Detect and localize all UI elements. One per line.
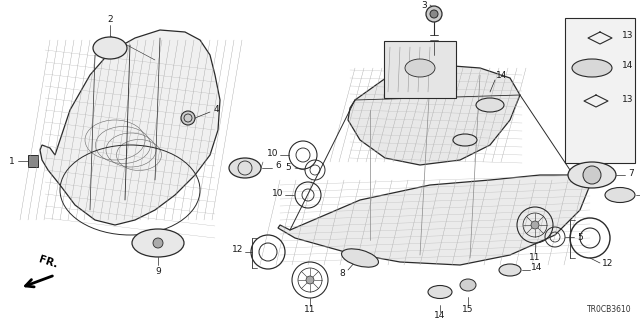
Ellipse shape — [499, 264, 521, 276]
Text: 5: 5 — [285, 163, 291, 172]
Ellipse shape — [460, 279, 476, 291]
Text: 12: 12 — [602, 259, 614, 268]
Text: 4: 4 — [213, 106, 219, 115]
Text: 6: 6 — [275, 161, 281, 170]
Text: 15: 15 — [462, 306, 474, 315]
Text: 14: 14 — [496, 70, 508, 79]
Text: 5: 5 — [577, 233, 583, 242]
Circle shape — [430, 10, 438, 18]
Bar — [565, 18, 635, 163]
Ellipse shape — [132, 229, 184, 257]
Polygon shape — [348, 65, 520, 165]
Ellipse shape — [572, 59, 612, 77]
Text: 9: 9 — [155, 267, 161, 276]
Text: 11: 11 — [304, 306, 316, 315]
Ellipse shape — [428, 285, 452, 299]
Text: 14: 14 — [622, 61, 634, 70]
Text: 8: 8 — [339, 269, 345, 278]
Polygon shape — [40, 30, 220, 225]
Circle shape — [583, 166, 601, 184]
Ellipse shape — [229, 158, 261, 178]
Text: 1: 1 — [9, 156, 15, 165]
Ellipse shape — [405, 59, 435, 77]
Text: 13: 13 — [622, 94, 634, 103]
Ellipse shape — [453, 134, 477, 146]
Text: TR0CB3610: TR0CB3610 — [588, 305, 632, 314]
Ellipse shape — [93, 37, 127, 59]
FancyBboxPatch shape — [384, 41, 456, 98]
Bar — [28, 155, 38, 167]
Circle shape — [306, 276, 314, 284]
Ellipse shape — [476, 98, 504, 112]
Text: 10: 10 — [268, 148, 279, 157]
Ellipse shape — [605, 188, 635, 203]
Circle shape — [181, 111, 195, 125]
Text: 3: 3 — [421, 1, 427, 10]
Text: 10: 10 — [272, 188, 284, 197]
Circle shape — [426, 6, 442, 22]
Ellipse shape — [342, 249, 378, 267]
Text: 7: 7 — [628, 169, 634, 178]
Polygon shape — [278, 175, 590, 265]
Text: 11: 11 — [529, 252, 541, 261]
Circle shape — [531, 221, 539, 229]
Text: 12: 12 — [232, 245, 244, 254]
Text: 13: 13 — [622, 31, 634, 41]
Text: 2: 2 — [107, 15, 113, 25]
Text: 14: 14 — [531, 263, 543, 273]
Circle shape — [153, 238, 163, 248]
Text: 14: 14 — [435, 310, 445, 319]
Ellipse shape — [568, 162, 616, 188]
Text: FR.: FR. — [37, 254, 59, 270]
